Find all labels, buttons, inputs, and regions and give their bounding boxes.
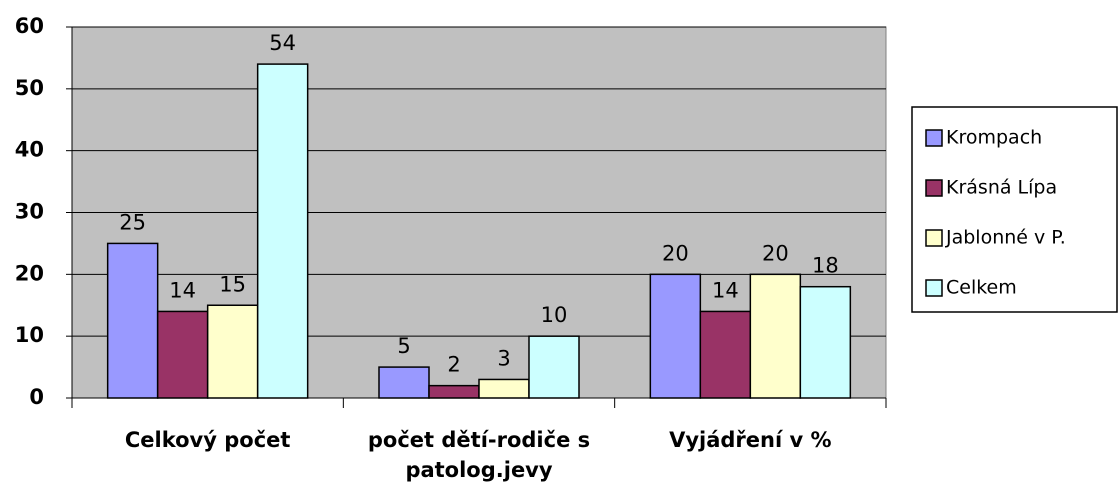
bar (699, 310, 752, 399)
legend-swatch (925, 129, 943, 147)
data-label: 14 (169, 278, 196, 302)
data-label: 15 (219, 272, 246, 296)
y-tick-label: 0 (29, 385, 44, 409)
bar (528, 335, 580, 399)
bar (206, 304, 259, 399)
x-tick-label: Celkový počet (124, 428, 291, 452)
y-tick-label: 40 (15, 138, 44, 162)
legend-label: Jablonné v P. (945, 227, 1066, 249)
legend-label: Krompach (946, 127, 1042, 149)
data-label: 14 (712, 278, 739, 302)
y-tick-label: 30 (15, 200, 44, 224)
data-label: 54 (269, 31, 296, 55)
y-tick-label: 20 (15, 261, 44, 285)
data-label: 2 (447, 353, 460, 377)
bar (478, 378, 530, 399)
data-label: 25 (119, 210, 146, 234)
bar (156, 310, 209, 399)
bar (378, 366, 430, 399)
legend-box (911, 106, 1118, 313)
data-label: 20 (662, 241, 689, 265)
data-label: 18 (812, 254, 839, 278)
x-tick-label: počet dětí-rodiče s patolog.jevy (367, 428, 591, 482)
legend-label: Krásná Lípa (946, 177, 1057, 199)
y-tick-label: 10 (15, 323, 44, 347)
bar (749, 273, 802, 399)
y-tick-label: 60 (15, 14, 44, 38)
bar (649, 273, 702, 399)
data-label: 3 (497, 346, 510, 370)
x-tick-label: Vyjádření v % (669, 428, 832, 452)
legend-label: Celkem (946, 277, 1017, 299)
bar (799, 285, 852, 399)
legend-swatch (925, 229, 943, 247)
data-label: 10 (541, 303, 568, 327)
data-label: 5 (397, 334, 410, 358)
bar (428, 384, 480, 399)
legend-swatch (925, 179, 943, 197)
y-tick-label: 50 (15, 76, 44, 100)
bar (256, 63, 309, 399)
legend-swatch (925, 279, 943, 297)
bar (106, 242, 159, 399)
data-label: 20 (762, 241, 789, 265)
